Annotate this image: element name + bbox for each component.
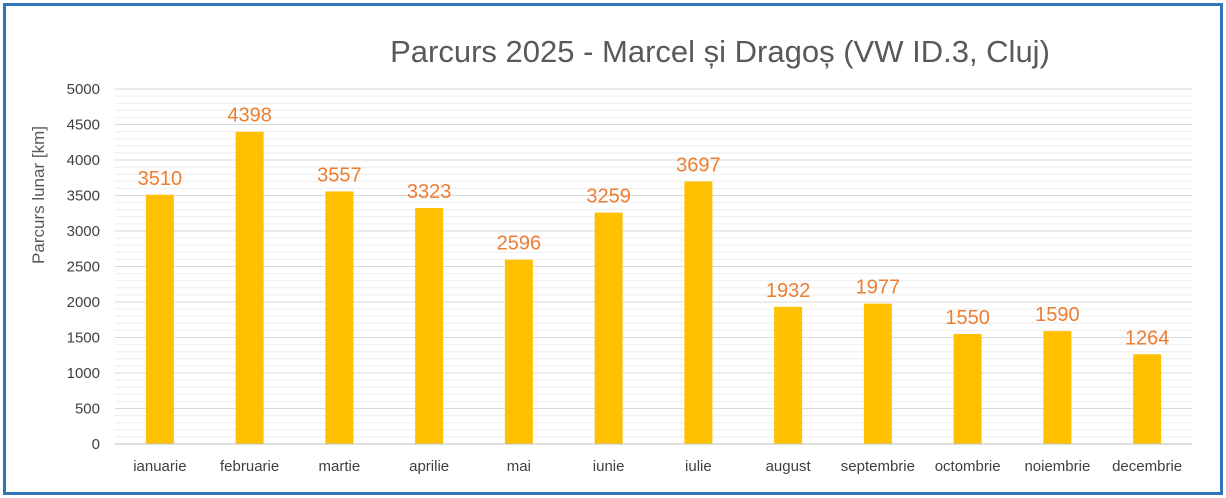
y-tick-label: 2000 [67,294,100,311]
data-label-iunie: 3259 [586,186,631,208]
x-tick-label-aprilie: aprilie [409,458,449,475]
bar-august [774,306,803,444]
y-tick-label: 500 [75,401,100,418]
y-tick-label: 1500 [67,330,100,347]
y-tick-label: 4000 [67,152,100,169]
data-label-februarie: 4398 [227,105,272,127]
x-tick-label-februarie: februarie [220,458,279,475]
bar-iulie [684,181,713,444]
x-tick-label-septembrie: septembrie [841,458,915,475]
bar-octombrie [953,333,982,444]
data-label-ianuarie: 3510 [138,168,183,190]
x-tick-label-iulie: iulie [685,458,712,475]
gridlines [115,88,1192,438]
bar-mai [504,259,533,444]
x-tick-label-iunie: iunie [593,458,625,475]
chart-title: Parcurs 2025 - Marcel și Dragoș (VW ID.3… [390,34,1050,69]
data-label-august: 1932 [766,280,811,302]
data-label-iulie: 3697 [676,155,721,177]
bar-februarie [235,131,264,444]
bar-ianuarie [145,194,174,444]
y-tick-label: 1000 [67,365,100,382]
x-tick-label-octombrie: octombrie [935,458,1001,475]
x-tick-label-mai: mai [507,458,531,475]
data-label-octombrie: 1550 [945,307,990,329]
bar-aprilie [415,208,444,444]
bar-noiembrie [1043,331,1072,444]
y-tick-label: 3500 [67,188,100,205]
x-tick-label-ianuarie: ianuarie [133,458,186,475]
data-label-mai: 2596 [497,233,542,255]
data-label-aprilie: 3323 [407,181,452,203]
data-label-decembrie: 1264 [1125,327,1170,349]
bar-decembrie [1133,354,1162,444]
data-label-septembrie: 1977 [856,277,901,299]
x-axis-ticks: ianuarie februarie martie aprilie mai iunie iu… [133,458,1182,475]
x-tick-label-noiembrie: noiembrie [1024,458,1090,475]
y-axis-label: Parcurs lunar [km] [29,126,48,264]
y-tick-label: 3000 [67,223,100,240]
bar-martie [325,191,354,444]
y-tick-label: 2500 [67,259,100,276]
y-tick-label: 4500 [67,117,100,134]
x-tick-label-martie: martie [319,458,361,475]
bars [145,131,1162,444]
data-label-noiembrie: 1590 [1035,304,1080,326]
bar-septembrie [863,303,892,444]
x-tick-label-august: august [766,458,812,475]
data-label-martie: 3557 [317,164,362,186]
y-tick-label: 5000 [67,81,100,98]
x-tick-label-decembrie: decembrie [1112,458,1182,475]
y-axis-ticks: 0 500 1000 1500 2000 2500 3000 3500 4000 4500 5000 [67,81,100,453]
bar-iunie [594,212,623,444]
y-tick-label: 0 [92,436,100,453]
data-labels: 3510 4398 3557 3323 2596 3259 3697 1932 1977 1550… [138,105,1170,350]
